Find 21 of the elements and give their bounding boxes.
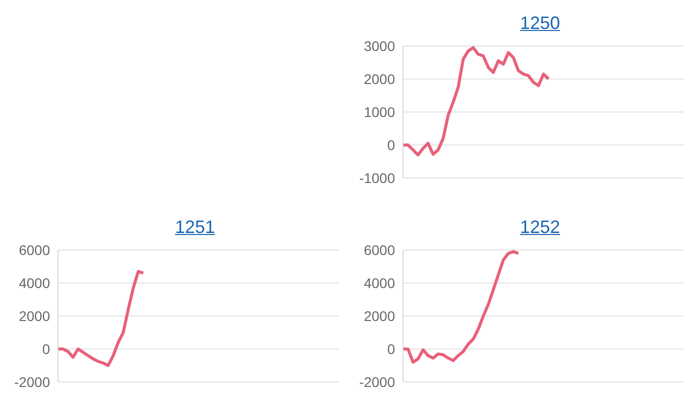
y-tick-label: 2000 [364, 70, 396, 87]
line-series [403, 46, 550, 156]
y-tick-label: 4000 [18, 274, 50, 291]
y-tick-label: 0 [387, 136, 396, 153]
y-tick-label: 3000 [364, 38, 396, 54]
y-tick-label: -1000 [359, 170, 396, 186]
y-tick-label: -2000 [14, 374, 50, 390]
y-tick-label: 1000 [364, 104, 396, 120]
y-tick-label: 4000 [364, 274, 396, 291]
y-tick-label: 6000 [364, 242, 396, 258]
y-tick-label: 6000 [18, 242, 50, 258]
chart-title: 1251 [174, 216, 216, 238]
line-series [403, 250, 520, 364]
chart-title: 1252 [518, 216, 562, 238]
line-series [58, 270, 145, 367]
y-tick-label: 2000 [364, 308, 396, 324]
y-tick-label: -2000 [359, 374, 396, 390]
y-tick-label: 2000 [18, 308, 50, 324]
chart-title: 1250 [518, 12, 562, 34]
y-tick-label: 0 [387, 340, 396, 357]
y-tick-label: 0 [42, 340, 50, 357]
